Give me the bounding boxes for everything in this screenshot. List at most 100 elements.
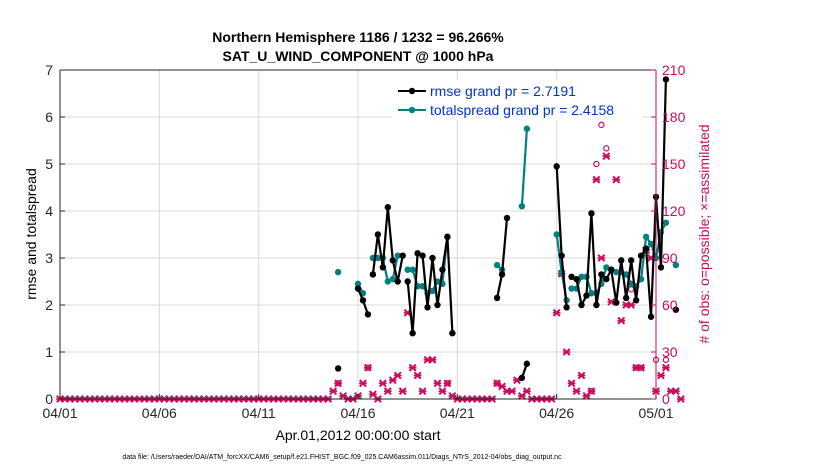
spread-point (553, 231, 560, 238)
y-tick-label-right: 60 (662, 297, 678, 313)
rmse-point (642, 245, 650, 252)
rmse-point (518, 374, 526, 382)
rmse-point (449, 330, 456, 337)
rmse-point (523, 360, 531, 367)
x-tick-label: 04/26 (539, 405, 574, 421)
rmse-point (672, 306, 680, 313)
obs-possible-marker (662, 356, 670, 364)
spread-point (384, 278, 391, 285)
obs-assimilated-marker (364, 363, 372, 372)
spread-point (523, 125, 531, 132)
y-axis-label-right: # of obs: o=possible; ×=assimilated (696, 124, 712, 343)
obs-assimilated-marker (418, 387, 427, 396)
rmse-point (662, 76, 670, 83)
legend-rmse-label: rmse grand pr = 2.7191 (430, 83, 576, 99)
rmse-point (598, 271, 605, 278)
obs-assimilated-marker (662, 363, 670, 372)
rmse-point (374, 231, 382, 238)
rmse-point (498, 271, 506, 278)
spread-point (409, 266, 416, 273)
obs-assimilated-marker (562, 348, 571, 356)
obs-possible-marker (593, 160, 600, 168)
spread-point (613, 268, 620, 276)
obs-assimilated-marker (413, 371, 422, 380)
chart-title-line2: SAT_U_WIND_COMPONENT @ 1000 hPa (223, 48, 494, 64)
obs-assimilated-marker (433, 379, 442, 388)
y-tick-label-left: 7 (45, 62, 53, 78)
y-tick-label-right: 150 (662, 156, 686, 172)
rmse-point (424, 304, 431, 311)
obs-assimilated-marker (671, 387, 680, 396)
spread-point (518, 203, 526, 210)
obs-possible-marker (598, 121, 605, 129)
spread-line (520, 128, 528, 207)
spread-point (374, 254, 382, 262)
rmse-point (657, 264, 665, 271)
spread-point (647, 240, 655, 248)
x-tick-label: 04/01 (42, 405, 77, 421)
obs-assimilated-marker (428, 355, 437, 364)
rmse-point (563, 304, 570, 311)
spread-point (662, 219, 670, 226)
obs-assimilated-marker (597, 254, 606, 262)
rmse-point (553, 163, 560, 170)
axes-layer: 04/01 04/06 04/11 04/16 04/21 04/26 05/0101234… (42, 62, 685, 421)
rmse-point (334, 365, 342, 372)
rmse-point (603, 275, 610, 283)
spread-point (404, 266, 411, 273)
rmse-line (571, 79, 667, 318)
obs-assimilated-marker (617, 316, 626, 325)
y-tick-label-left: 1 (45, 344, 53, 360)
obs-assimilated-marker (577, 371, 586, 380)
rmse-point (503, 214, 511, 222)
rmse-point (414, 250, 421, 257)
y-tick-label-left: 2 (45, 297, 53, 313)
obs-assimilated-marker (334, 379, 343, 388)
obs-assimilated-marker (393, 371, 402, 380)
rmse-point (404, 278, 411, 285)
rmse-point (379, 264, 387, 271)
rmse-point (429, 254, 436, 262)
spread-point (603, 264, 610, 271)
y-tick-label-right: 120 (662, 203, 686, 219)
rmse-point (439, 266, 446, 273)
rmse-point (364, 311, 372, 318)
obs-assimilated-marker (359, 379, 367, 388)
rmse-point (394, 278, 401, 285)
rmse-point (369, 271, 377, 278)
rmse-point (389, 257, 396, 264)
obs-assimilated-marker (602, 152, 611, 161)
chart-title-line1: Northern Hemisphere 1186 / 1232 = 96.266… (212, 29, 504, 45)
obs-assimilated-marker (383, 387, 392, 396)
x-tick-label: 04/21 (440, 405, 475, 421)
spread-point (354, 280, 362, 288)
x-axis-label: Apr.01,2012 00:00:00 start (275, 427, 440, 443)
rmse-point (637, 252, 645, 259)
rmse-point (444, 233, 451, 241)
obs-possible-marker (603, 145, 610, 152)
y-tick-label-left: 0 (45, 391, 53, 407)
rmse-point (647, 313, 655, 320)
legend-box (392, 80, 642, 120)
spread-point (578, 273, 585, 280)
rmse-point (359, 297, 367, 304)
obs-assimilated-marker (567, 379, 576, 388)
y-tick-label-left: 3 (45, 250, 53, 266)
obs-assimilated-marker (676, 395, 685, 403)
rmse-point (354, 285, 362, 292)
obs-assimilated-marker (329, 387, 338, 396)
obs-assimilated-marker (522, 387, 531, 396)
obs-assimilated-marker (398, 387, 407, 396)
rmse-point (573, 275, 580, 283)
rmse-point (558, 252, 565, 259)
y-tick-label-right: 90 (662, 250, 678, 266)
legend: rmse grand pr = 2.7191 totalspread grand… (392, 80, 642, 120)
obs-assimilated-marker (572, 387, 581, 396)
rmse-point (493, 294, 501, 302)
obs-assimilated-marker (637, 363, 646, 372)
rmse-line (406, 235, 454, 335)
obs-assimilated-marker (657, 371, 665, 380)
spread-point (568, 285, 575, 292)
rmse-point (627, 257, 635, 264)
legend-spread-marker (408, 106, 416, 114)
